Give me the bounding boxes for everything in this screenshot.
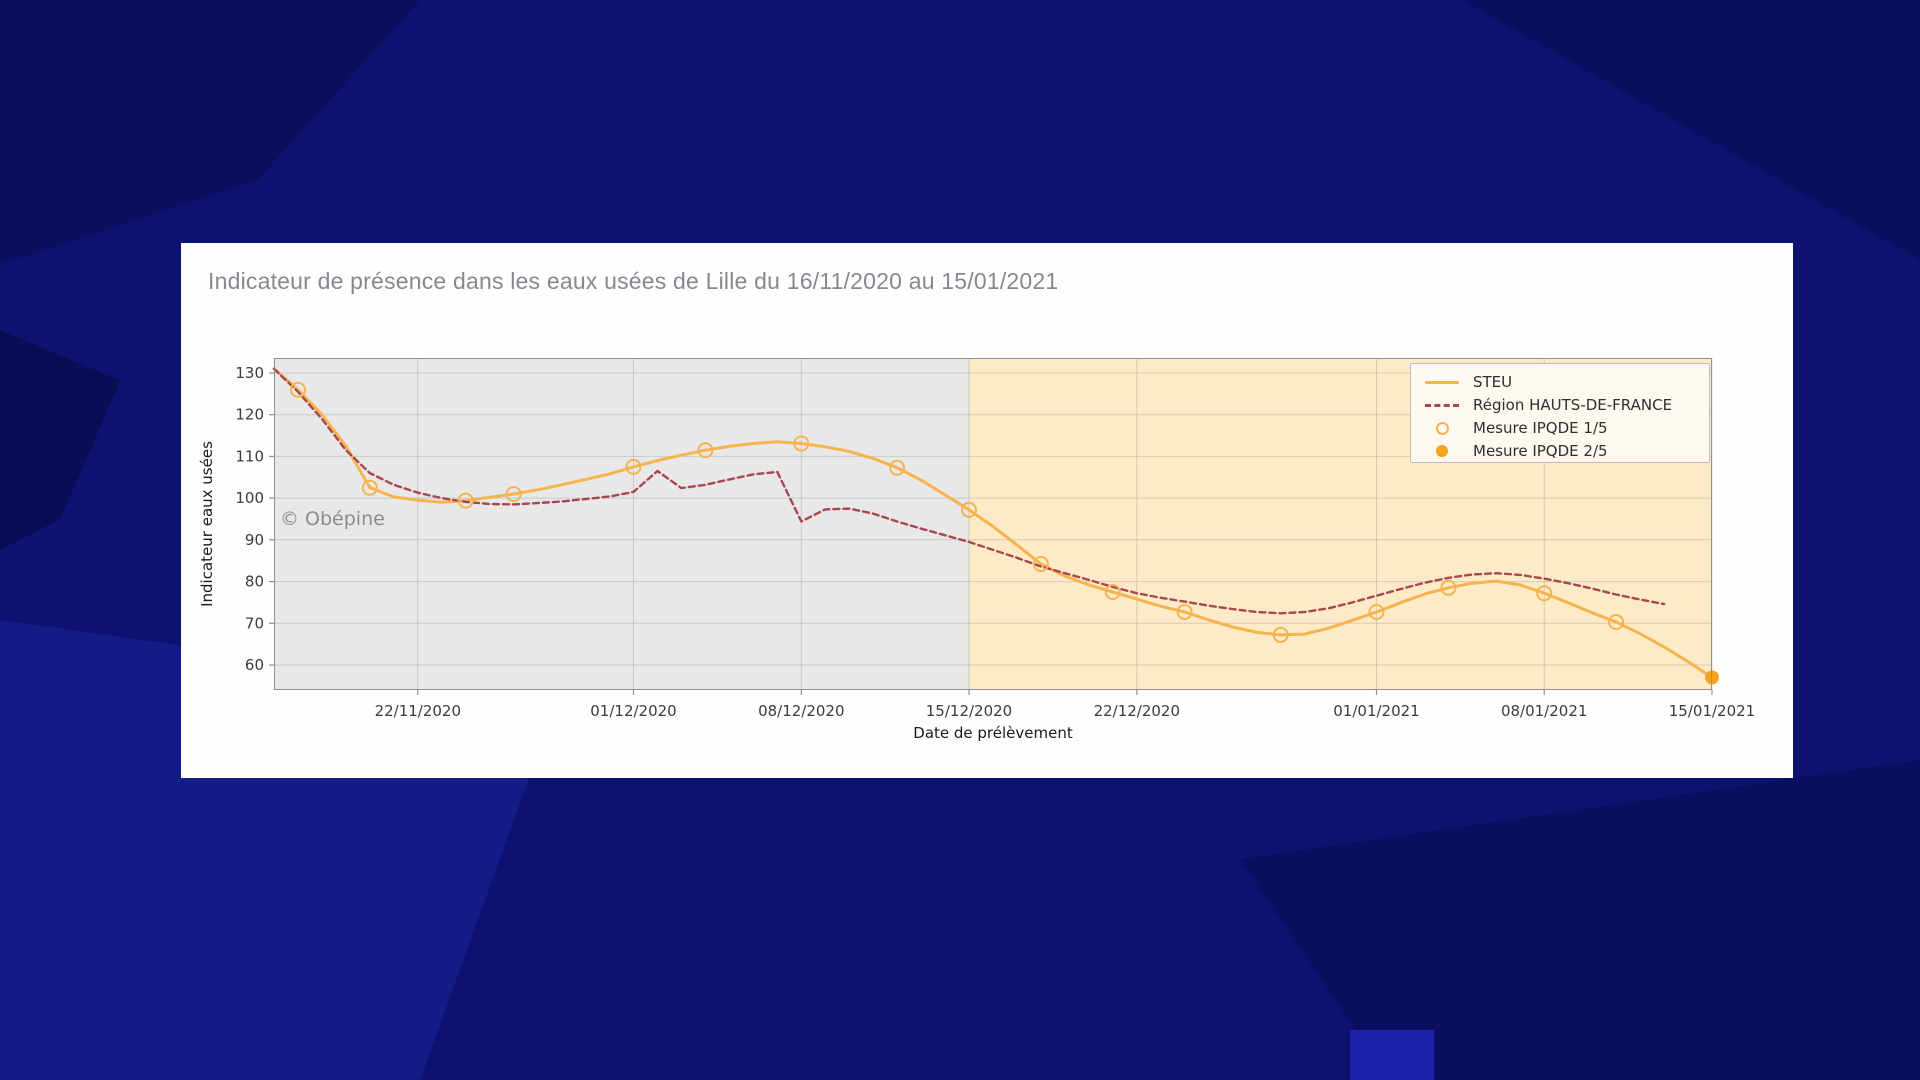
steu-line	[272, 367, 1714, 679]
mesure-1-5-markers	[1176, 604, 1193, 620]
steu-line-swatch	[1421, 380, 1463, 384]
x-tick-label: 01/12/2020	[590, 702, 676, 720]
mesure-1-5-markers	[1536, 585, 1553, 602]
mesure-1-5-markers	[457, 492, 474, 509]
background-shape	[1350, 1030, 1434, 1080]
region-line-swatch	[1421, 403, 1463, 407]
y-tick-label: 110	[235, 447, 264, 465]
background-shape	[1462, 0, 1920, 260]
y-axis-title: Indicateur eaux usées	[198, 441, 216, 607]
region-line	[272, 367, 1666, 615]
mesure-1-5-markers	[1272, 626, 1289, 643]
background-shape	[1240, 760, 1920, 1080]
y-tick-label: 90	[245, 531, 264, 549]
legend-label: Mesure IPQDE 2/5	[1473, 442, 1608, 460]
y-tick-label: 100	[235, 489, 264, 507]
chart-title: Indicateur de présence dans les eaux usé…	[208, 268, 1059, 294]
x-tick-label: 08/01/2021	[1501, 702, 1587, 720]
chart-card: Indicateur de présence dans les eaux usé…	[181, 243, 1793, 778]
mesure-1-5-markers	[505, 486, 522, 502]
watermark: © Obépine	[280, 508, 385, 530]
mesure-1-5-markers	[1104, 584, 1121, 600]
mesure-1-5-markers	[889, 459, 906, 476]
y-tick-label: 60	[245, 656, 264, 674]
mesure-1-5-markers	[697, 442, 714, 459]
legend-row-mesure-2-5: Mesure IPQDE 2/5	[1421, 440, 1699, 462]
y-tick-label: 80	[245, 573, 264, 591]
y-tick-label: 70	[245, 614, 264, 632]
x-tick-label: 22/11/2020	[375, 702, 461, 720]
x-tick-label: 08/12/2020	[758, 702, 844, 720]
mesure-1-5-markers	[793, 435, 810, 452]
legend-label: STEU	[1473, 373, 1513, 391]
plot-border	[274, 358, 1712, 690]
chart-legend: STEU Région HAUTS-DE-FRANCE Mesure IPQDE…	[1410, 363, 1710, 463]
x-tick-label: 15/12/2020	[926, 702, 1012, 720]
mesure-1-5-markers	[625, 458, 642, 475]
y-tick-label: 130	[235, 364, 264, 382]
x-axis-title: Date de prélèvement	[913, 724, 1073, 742]
filled-circle-icon	[1421, 445, 1463, 457]
mesure-1-5-markers	[1440, 579, 1457, 596]
legend-row-region: Région HAUTS-DE-FRANCE	[1421, 394, 1699, 416]
shaded-region-past-period	[274, 358, 969, 690]
mesure-1-5-markers	[961, 501, 977, 518]
legend-label: Mesure IPQDE 1/5	[1473, 419, 1608, 437]
x-tick-label: 15/01/2021	[1669, 702, 1755, 720]
mesure-1-5-markers	[1032, 556, 1049, 572]
x-tick-label: 22/12/2020	[1094, 702, 1180, 720]
background-shape	[0, 330, 121, 550]
mesure-1-5-markers	[361, 479, 378, 496]
mesure-1-5-markers	[1368, 604, 1385, 620]
mesure-1-5-markers	[1608, 614, 1625, 630]
y-tick-label: 120	[235, 406, 264, 424]
x-tick-label: 01/01/2021	[1333, 702, 1419, 720]
legend-row-steu: STEU	[1421, 371, 1699, 393]
legend-label: Région HAUTS-DE-FRANCE	[1473, 396, 1673, 414]
legend-row-mesure-1-5: Mesure IPQDE 1/5	[1421, 417, 1699, 439]
hollow-circle-icon	[1421, 421, 1463, 435]
mesure-1-5-markers	[290, 381, 306, 398]
